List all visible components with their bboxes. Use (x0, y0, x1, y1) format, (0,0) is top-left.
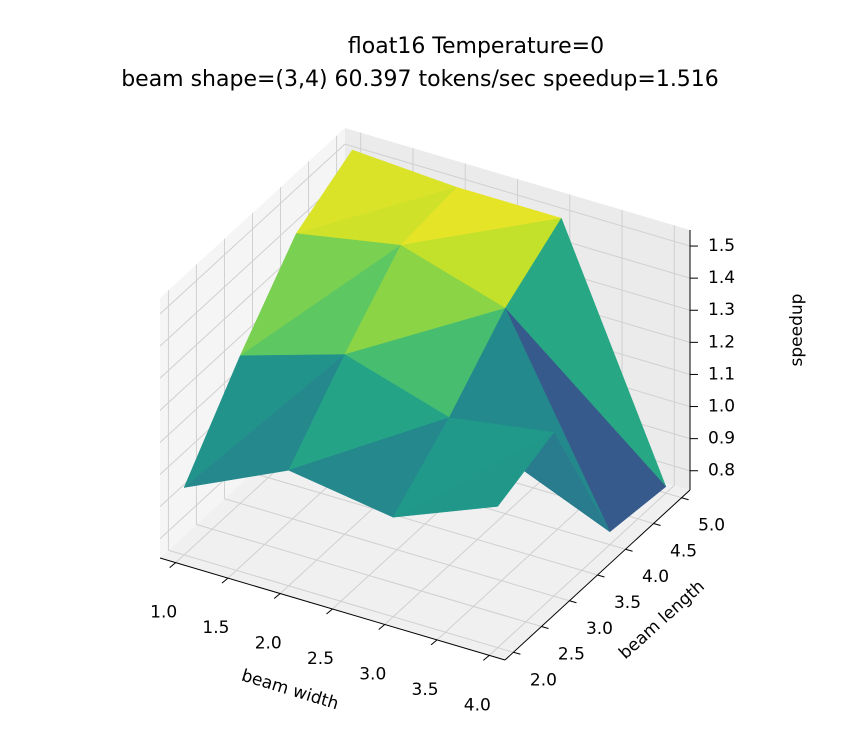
x-axis-label: beam width (239, 666, 341, 715)
y-tick (597, 574, 605, 578)
grid-line (252, 472, 598, 576)
grid-line (224, 498, 570, 602)
x-axis-line (159, 557, 506, 661)
x-tick-label: 3.5 (412, 680, 439, 700)
y-tick (625, 548, 633, 552)
y-tick-label: 2.5 (558, 645, 585, 665)
y-tick-label: 5.0 (698, 516, 725, 536)
z-tick-label: 1.3 (708, 300, 735, 320)
y-tick (653, 523, 661, 526)
x-tick-label: 4.0 (464, 695, 491, 715)
y-tick (513, 651, 521, 655)
grid-line (196, 524, 542, 627)
x-tick (482, 654, 490, 661)
y-axis-line (504, 489, 691, 661)
x-tick (430, 639, 438, 646)
z-axis-label: speedup (787, 294, 807, 367)
x-tick-label: 1.5 (202, 618, 229, 638)
y-tick (569, 600, 577, 604)
y-tick-label: 4.0 (642, 567, 669, 587)
x-tick-label: 2.5 (307, 649, 334, 669)
grid-line (159, 143, 346, 315)
z-tick-label: 1.2 (708, 332, 735, 352)
y-tick (681, 497, 689, 501)
y-tick-label: 3.5 (614, 593, 641, 613)
z-tick-label: 0.8 (708, 461, 735, 481)
grid-line (168, 549, 514, 653)
y-tick-label: 3.0 (586, 619, 613, 639)
chart-subtitle: beam shape=(3,4) 60.397 tokens/sec speed… (121, 67, 719, 92)
x-tick (273, 593, 281, 599)
x-tick-label: 2.0 (255, 634, 282, 654)
x-tick-label: 3.0 (359, 664, 386, 684)
grid-line (159, 175, 346, 347)
x-tick (221, 577, 229, 584)
y-tick-label: 4.5 (670, 541, 697, 561)
y-tick (541, 626, 549, 629)
y-axis-label: beam length (615, 576, 709, 663)
z-tick-label: 1.4 (708, 268, 735, 288)
grid-line (344, 143, 691, 247)
z-tick-label: 1.0 (708, 397, 735, 417)
surface-face (393, 432, 554, 518)
chart-title: float16 Temperature=0 (348, 34, 604, 59)
x-tick (326, 608, 333, 615)
z-tick-label: 0.9 (708, 429, 735, 449)
z-tick-label: 1.5 (708, 236, 735, 256)
x-tick (378, 624, 386, 630)
z-tick-label: 1.1 (708, 364, 735, 384)
x-tick (169, 562, 177, 569)
y-tick-label: 2.0 (530, 670, 557, 690)
x-tick-label: 1.0 (150, 603, 177, 623)
